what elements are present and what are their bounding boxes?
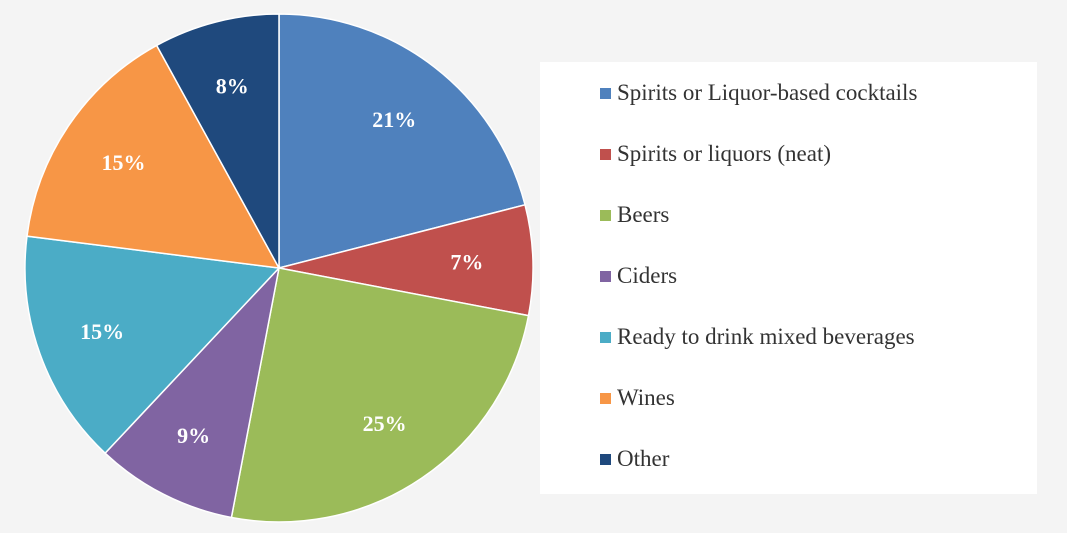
legend-swatch	[600, 87, 611, 99]
legend-swatch	[600, 453, 611, 465]
legend-item-spirits-or-liquor-based-cocktails: Spirits or Liquor-based cocktails	[600, 78, 917, 108]
legend-item-spirits-or-liquors-neat: Spirits or liquors (neat)	[600, 139, 831, 169]
pie-data-labels: 21% 7% 25% 9% 15% 15% 8%	[80, 73, 483, 448]
legend-label: Beers	[617, 202, 670, 227]
legend: Spirits or Liquor-based cocktails Spirits…	[540, 62, 1037, 494]
data-label-ciders: 9%	[177, 423, 210, 448]
pie-slices	[24, 13, 534, 523]
legend-swatch	[600, 331, 611, 343]
legend-label: Wines	[617, 385, 675, 410]
pie-slice-wines	[26, 44, 281, 269]
data-label-spirits-or-liquor-based-cocktails: 21%	[372, 107, 416, 132]
data-label-beers: 25%	[363, 411, 407, 436]
legend-swatch	[600, 209, 611, 221]
legend-label: Ready to drink mixed beverages	[617, 324, 915, 349]
legend-item-beers: Beers	[600, 200, 669, 230]
pie-slice-beers	[230, 267, 530, 523]
pie-slice-spirits-or-liquor-based-cocktails	[278, 13, 526, 269]
data-label-ready-to-drink-mixed-beverages: 15%	[80, 319, 124, 344]
legend-item-ready-to-drink-mixed-beverages: Ready to drink mixed beverages	[600, 322, 915, 352]
legend-item-wines: Wines	[600, 383, 675, 413]
pie-slice-other	[155, 13, 280, 269]
legend-label: Other	[617, 446, 670, 471]
legend-label: Spirits or liquors (neat)	[617, 141, 831, 166]
legend-item-ciders: Ciders	[600, 261, 677, 291]
data-label-other: 8%	[216, 73, 249, 98]
legend-swatch	[600, 270, 611, 282]
legend-label: Ciders	[617, 263, 678, 288]
legend-item-other: Other	[600, 444, 669, 474]
pie-slice-spirits-or-liquors-neat	[278, 203, 534, 317]
pie-slice-ready-to-drink-mixed-beverages	[24, 235, 281, 455]
data-label-wines: 15%	[102, 150, 146, 175]
legend-swatch	[600, 148, 611, 160]
legend-label: Spirits or Liquor-based cocktails	[617, 80, 918, 105]
data-label-spirits-or-liquors-neat: 7%	[450, 250, 483, 275]
pie-chart: 21% 7% 25% 9% 15% 15% 8%	[24, 13, 534, 523]
legend-swatch	[600, 392, 611, 404]
pie-slice-ciders	[104, 265, 281, 519]
